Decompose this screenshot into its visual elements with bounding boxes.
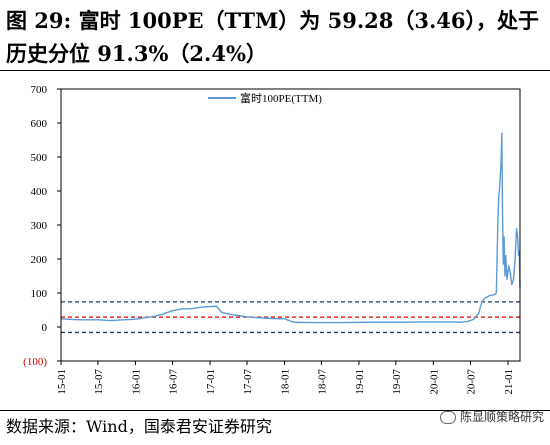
x-tick-label: 20-07	[465, 369, 477, 395]
y-tick-label: (100)	[23, 356, 47, 368]
x-tick-label: 18-01	[279, 369, 291, 395]
x-tick-label: 17-01	[205, 369, 217, 395]
legend-label: 富时100PE(TTM)	[240, 91, 322, 105]
figure-title: 图 29: 富时 100PE（TTM）为 59.28（3.46），处于历史分位 …	[6, 8, 540, 66]
x-tick-label: 15-01	[56, 369, 68, 395]
x-tick-label: 21-01	[503, 369, 515, 395]
y-tick-label: 0	[42, 322, 48, 334]
y-axis: (100) 0 100 200 300 400 500 600 700	[23, 84, 61, 368]
y-tick-label: 200	[31, 254, 48, 266]
x-tick-label: 16-01	[130, 369, 142, 395]
x-tick-label: 18-07	[316, 369, 328, 395]
footer-divider	[0, 410, 550, 411]
x-tick-label: 16-07	[168, 369, 180, 395]
pe-line-chart: (100) 0 100 200 300 400 500 600 700 15-01 15-07 16…	[23, 84, 521, 395]
y-tick-label: 600	[31, 118, 48, 130]
x-axis: 15-01 15-07 16-01 16-07 17-01 17-07 18-01 18-07…	[56, 361, 515, 395]
y-tick-label: 300	[31, 220, 48, 232]
x-tick-label: 19-07	[391, 369, 403, 395]
series-group	[60, 132, 521, 324]
y-tick-label: 500	[31, 152, 48, 164]
reference-lines	[61, 301, 520, 334]
y-tick-label: 100	[31, 288, 48, 300]
plot-frame	[60, 88, 521, 362]
series-line	[60, 132, 521, 324]
x-tick-label: 20-01	[428, 369, 440, 395]
x-tick-label: 15-07	[93, 369, 105, 395]
x-tick-label: 17-07	[242, 369, 254, 395]
x-tick-label: 19-01	[354, 369, 366, 395]
y-tick-label: 400	[31, 186, 48, 198]
source-note: 数据来源：Wind，国泰君安证券研究	[6, 417, 272, 436]
watermark: 陈显顺策略研究	[439, 409, 544, 425]
legend: 富时100PE(TTM)	[208, 91, 322, 105]
y-tick-label: 700	[31, 84, 48, 96]
title-divider	[0, 70, 550, 71]
watermark-text: 陈显顺策略研究	[459, 410, 544, 424]
wechat-icon	[439, 410, 456, 424]
